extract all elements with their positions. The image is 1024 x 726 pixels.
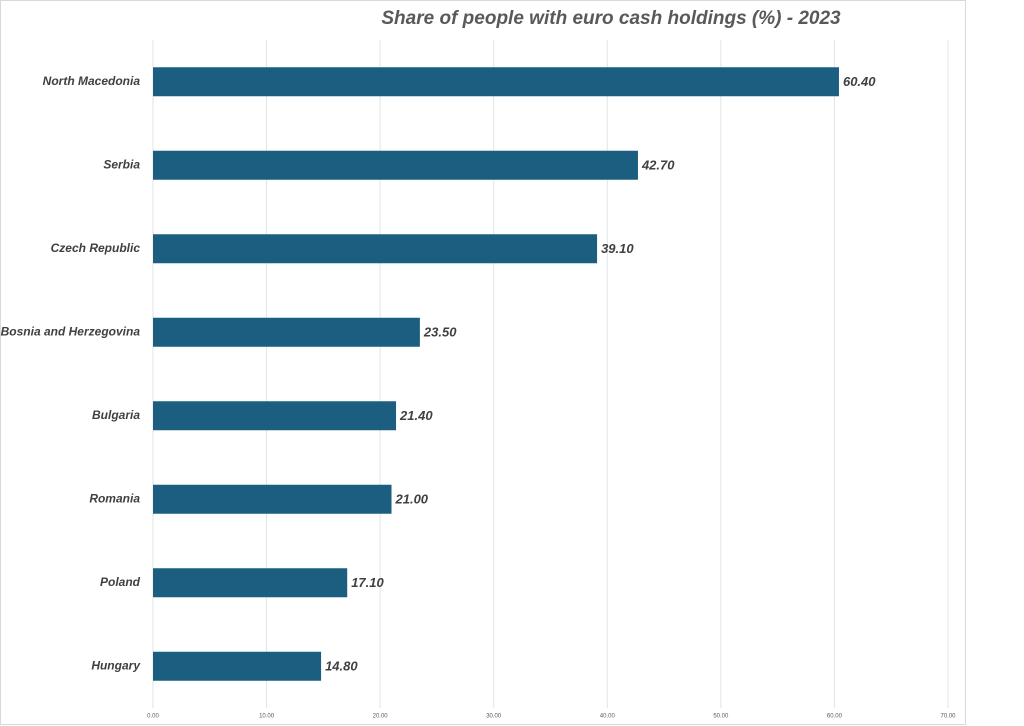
- bar: [153, 150, 638, 180]
- y-tick-label: Poland: [100, 575, 141, 589]
- bar: [153, 67, 839, 97]
- value-label: 23.50: [423, 325, 457, 340]
- bar: [153, 234, 598, 264]
- value-label: 17.10: [351, 575, 384, 590]
- chart-title: Share of people with euro cash holdings …: [381, 8, 841, 29]
- x-tick-label: 70.00: [940, 714, 956, 720]
- value-label: 60.40: [843, 74, 876, 89]
- bar: [153, 401, 397, 431]
- y-tick-label: North Macedonia: [43, 74, 141, 88]
- x-tick-label: 0.00: [147, 714, 159, 720]
- chart-border: [0, 0, 966, 725]
- value-label: 42.70: [641, 158, 675, 173]
- bar: [153, 651, 322, 681]
- bar: [153, 317, 420, 347]
- x-tick-label: 30.00: [486, 714, 502, 720]
- x-tick-label: 60.00: [827, 714, 843, 720]
- x-tick-label: 20.00: [373, 714, 389, 720]
- value-label: 21.40: [399, 408, 433, 423]
- value-label: 21.00: [395, 492, 429, 507]
- y-tick-label: Bosnia and Herzegovina: [1, 324, 141, 338]
- x-tick-label: 40.00: [600, 714, 616, 720]
- y-tick-label: Hungary: [91, 658, 141, 672]
- y-tick-label: Romania: [89, 491, 140, 505]
- value-label: 39.10: [601, 241, 634, 256]
- bar: [153, 484, 392, 514]
- y-tick-label: Serbia: [103, 157, 140, 171]
- x-tick-label: 10.00: [259, 714, 275, 720]
- bar: [153, 568, 348, 598]
- y-tick-label: Czech Republic: [51, 241, 141, 255]
- x-tick-label: 50.00: [713, 714, 729, 720]
- value-label: 14.80: [325, 659, 358, 674]
- y-tick-label: Bulgaria: [92, 408, 140, 422]
